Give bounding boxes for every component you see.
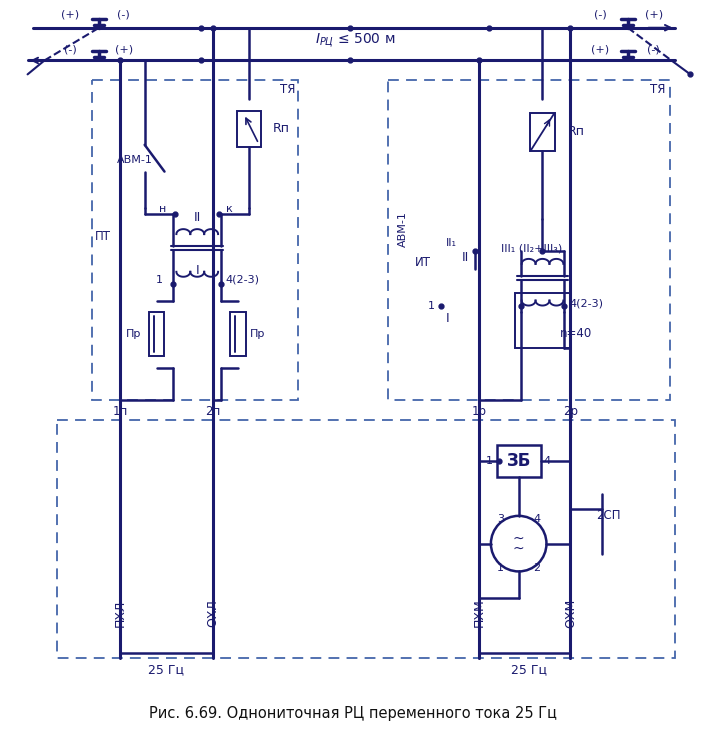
Text: (-): (-)	[594, 10, 606, 20]
Text: 2СП: 2СП	[596, 510, 621, 522]
Text: 1: 1	[486, 456, 492, 466]
Text: 1: 1	[156, 275, 163, 285]
Text: I: I	[196, 264, 199, 278]
Text: ПТ: ПТ	[95, 230, 111, 243]
Text: (-): (-)	[64, 45, 77, 54]
Text: ~: ~	[513, 542, 525, 556]
Bar	[497, 446, 541, 477]
Text: 25 Гц: 25 Гц	[510, 663, 546, 676]
Text: (-): (-)	[117, 10, 130, 20]
Text: III₁ (II₂+III₃): III₁ (II₂+III₃)	[501, 244, 562, 254]
Text: (+): (+)	[115, 45, 133, 54]
Text: 1: 1	[428, 301, 435, 310]
Text: (+): (+)	[645, 10, 663, 20]
Text: (-): (-)	[647, 45, 660, 54]
Text: Rп: Rп	[568, 126, 585, 138]
Text: I: I	[445, 312, 449, 325]
Text: (+): (+)	[591, 45, 609, 54]
Text: ПХМ: ПХМ	[472, 599, 486, 627]
Text: 2р: 2р	[563, 405, 578, 418]
Text: ИТ: ИТ	[414, 257, 431, 269]
Text: 1: 1	[497, 563, 504, 574]
Bar	[530, 113, 556, 151]
Text: ЗБ: ЗБ	[506, 452, 531, 470]
Text: 3: 3	[497, 514, 504, 524]
Text: 4: 4	[544, 456, 551, 466]
Text: ПХЛ: ПХЛ	[114, 600, 126, 626]
Text: н: н	[159, 205, 166, 214]
Text: ОХМ: ОХМ	[564, 598, 577, 628]
Text: ~: ~	[513, 532, 525, 545]
Text: Пр: Пр	[126, 330, 141, 339]
Text: 4(2-3): 4(2-3)	[569, 298, 604, 309]
Text: 2п: 2п	[205, 405, 221, 418]
Text: II: II	[462, 251, 469, 264]
Text: 1р: 1р	[472, 405, 486, 418]
Text: ТЯ: ТЯ	[650, 83, 665, 96]
Text: 4(2-3): 4(2-3)	[225, 275, 259, 285]
Text: Рис. 6.69. Однониточная РЦ переменного тока 25 Гц: Рис. 6.69. Однониточная РЦ переменного т…	[149, 706, 557, 721]
Text: II: II	[193, 211, 201, 224]
Text: АВМ-1: АВМ-1	[117, 155, 152, 164]
Text: АВМ-1: АВМ-1	[397, 211, 407, 247]
Text: ОХЛ: ОХЛ	[207, 599, 220, 627]
Bar	[230, 312, 246, 356]
Text: Rп: Rп	[273, 123, 289, 135]
Text: Пр: Пр	[250, 330, 265, 339]
Text: 1п: 1п	[112, 405, 128, 418]
Text: (+): (+)	[61, 10, 79, 20]
Text: $I_{РЦ}$ ≤ 500 м: $I_{РЦ}$ ≤ 500 м	[315, 31, 395, 50]
Text: 2: 2	[533, 563, 540, 574]
Bar	[515, 292, 570, 348]
Text: 25 Гц: 25 Гц	[148, 663, 184, 676]
Text: 4: 4	[533, 514, 540, 524]
Text: ТЯ: ТЯ	[280, 83, 295, 96]
Bar	[237, 111, 261, 147]
Text: к: к	[226, 205, 232, 214]
Text: II₁: II₁	[445, 238, 457, 248]
Bar	[149, 312, 164, 356]
Text: n=40: n=40	[561, 327, 592, 340]
